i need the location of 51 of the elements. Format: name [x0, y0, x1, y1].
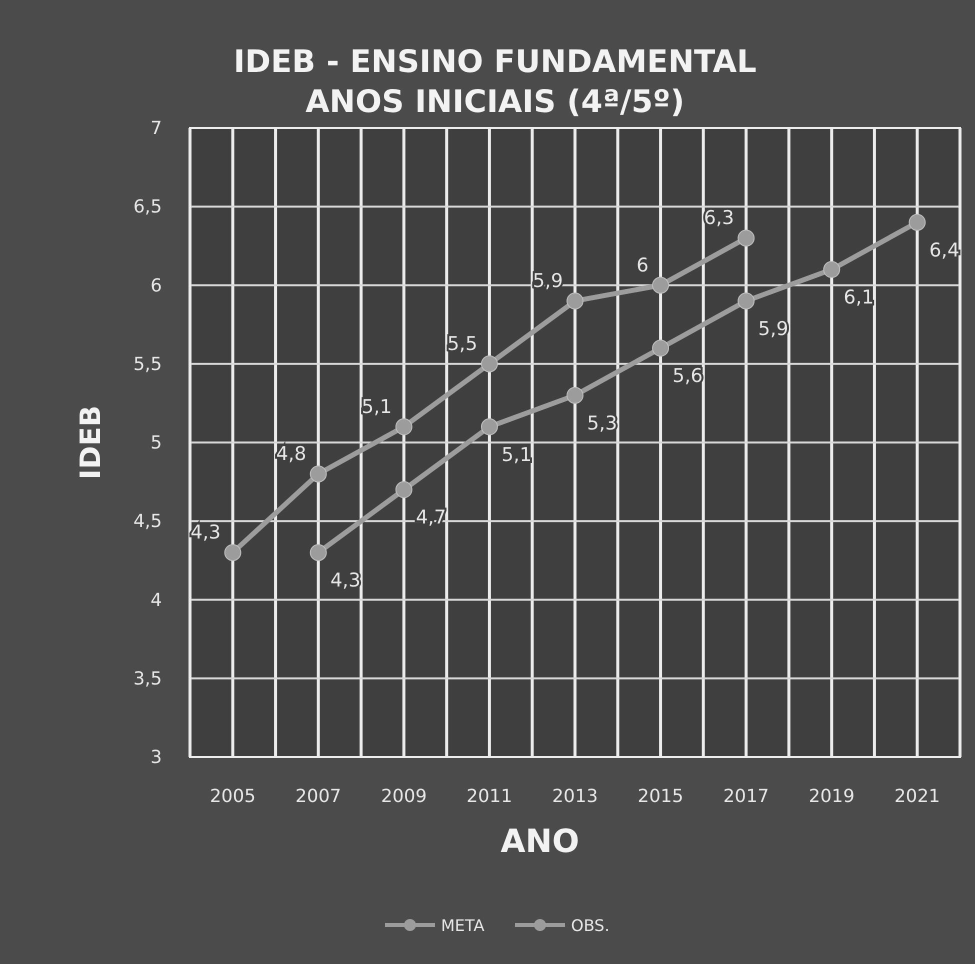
data-label: 4,3 — [190, 522, 221, 544]
y-tick-label: 6,5 — [133, 196, 162, 218]
data-label: 5,9 — [758, 318, 788, 340]
x-tick-label: 2019 — [808, 786, 855, 807]
data-label: 5,1 — [362, 396, 392, 418]
point — [652, 276, 670, 294]
point — [566, 292, 584, 310]
point — [310, 544, 327, 562]
data-label: 6 — [636, 254, 649, 276]
point — [908, 214, 926, 231]
x-tick-label: 2011 — [466, 786, 512, 807]
data-label: 5,3 — [587, 412, 618, 434]
point — [480, 418, 498, 436]
x-tick-label: 2009 — [380, 786, 427, 807]
y-axis-title: IDEB — [74, 405, 107, 480]
y-tick-label: 5,5 — [133, 354, 162, 375]
y-tick-label: 6 — [150, 275, 162, 296]
point — [310, 465, 327, 482]
data-label: 5,6 — [672, 365, 703, 388]
point — [738, 230, 755, 247]
data-label: 4,8 — [276, 442, 306, 465]
y-tick-label: 5 — [150, 432, 162, 454]
y-tick-label: 3 — [150, 747, 162, 768]
x-tick-label: 2013 — [552, 786, 598, 807]
y-tick-label: 4,5 — [133, 511, 162, 532]
point — [395, 481, 412, 498]
point — [823, 261, 840, 278]
data-label: 5,1 — [501, 444, 532, 466]
x-tick-label: 2021 — [894, 786, 940, 807]
x-tick-label: 2005 — [210, 786, 256, 807]
point — [738, 292, 755, 310]
data-label: 4,3 — [330, 570, 361, 592]
x-tick-label: 2015 — [638, 786, 684, 807]
point — [652, 340, 670, 357]
point — [224, 544, 242, 562]
x-axis-title: ANO — [500, 822, 580, 860]
legend-label: META — [441, 916, 484, 935]
data-label: 5,5 — [447, 332, 478, 355]
x-tick-label: 2007 — [295, 786, 342, 807]
point — [566, 386, 584, 404]
chart-title: IDEB - ENSINO FUNDAMENTAL ANOS INICIAIS (4ª/5º) — [233, 44, 757, 120]
legend-label: OBS. — [571, 916, 610, 935]
y-tick-label: 3,5 — [133, 668, 162, 690]
data-label: 6,1 — [844, 286, 874, 309]
point — [395, 418, 412, 436]
point — [480, 355, 498, 372]
x-tick-label: 2017 — [723, 786, 770, 807]
data-label: 6,3 — [704, 207, 734, 230]
y-tick-label: 7 — [150, 118, 162, 139]
data-label: 6,4 — [929, 239, 960, 262]
y-tick-label: 4 — [150, 590, 162, 611]
